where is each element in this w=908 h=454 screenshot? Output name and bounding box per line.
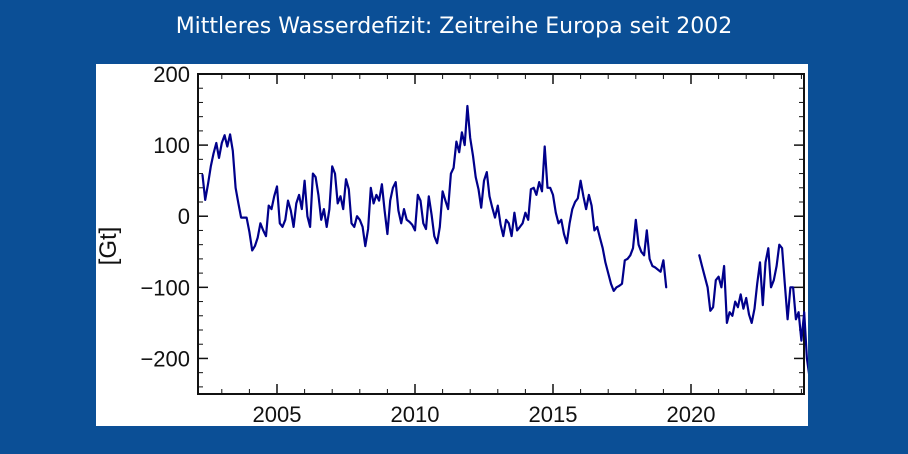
chart-title: Mittleres Wasserdefizit: Zeitreihe Europ… bbox=[175, 14, 733, 39]
x-tick-label: 2020 bbox=[667, 402, 716, 426]
series bbox=[201, 104, 808, 375]
y-tick-label: 200 bbox=[153, 64, 190, 87]
x-tick-label: 2005 bbox=[253, 402, 302, 426]
plot-frame bbox=[197, 73, 805, 395]
ticks: 200 100 0 −100 −200 2005 2010 2015 2020 bbox=[140, 64, 804, 426]
chart-panel: 200 100 0 −100 −200 2005 2010 2015 2020 [Gt] bbox=[96, 64, 808, 426]
series-line bbox=[201, 104, 668, 292]
y-tick-label: 100 bbox=[153, 133, 190, 158]
y-axis-label: [Gt] bbox=[96, 227, 122, 266]
axes bbox=[197, 73, 805, 395]
x-tick-label: 2015 bbox=[529, 402, 578, 426]
y-tick-label: 0 bbox=[178, 204, 190, 229]
line-chart: 200 100 0 −100 −200 2005 2010 2015 2020 [Gt] bbox=[96, 64, 808, 426]
y-tick-label: −100 bbox=[140, 275, 190, 300]
series-line bbox=[698, 243, 808, 375]
x-tick-label: 2010 bbox=[391, 402, 440, 426]
y-tick-label: −200 bbox=[140, 346, 190, 371]
